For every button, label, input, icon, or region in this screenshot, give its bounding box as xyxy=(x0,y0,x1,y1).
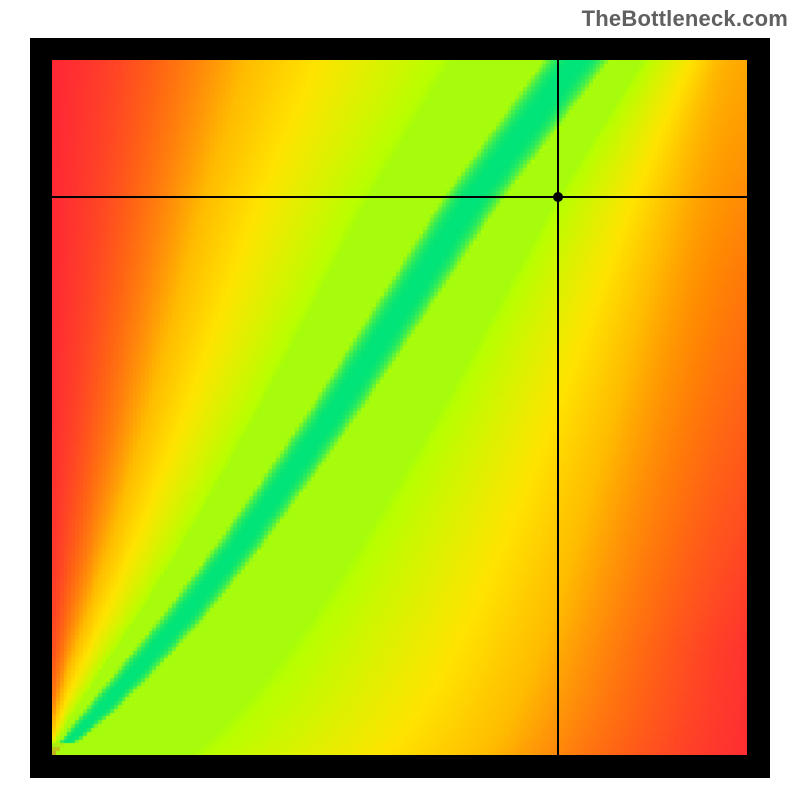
crosshair-horizontal xyxy=(52,196,747,198)
heatmap-plot xyxy=(52,60,747,755)
watermark-text: TheBottleneck.com xyxy=(582,6,788,32)
crosshair-marker xyxy=(553,192,563,202)
crosshair-vertical xyxy=(557,60,559,755)
